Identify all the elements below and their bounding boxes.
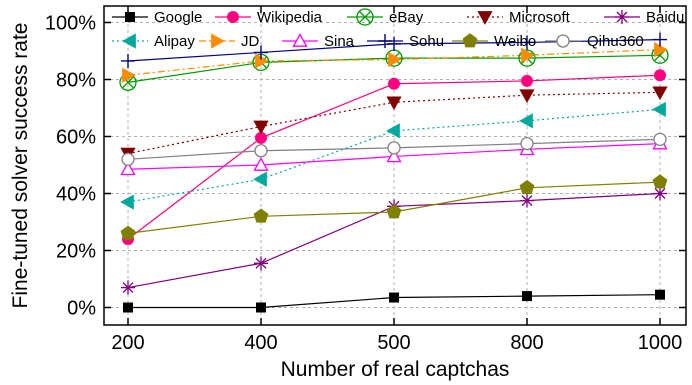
y-tick-label: 20% (56, 241, 96, 263)
legend-marker-baidu (615, 10, 629, 24)
data-point-sina (120, 161, 136, 176)
data-point-sina (253, 157, 269, 171)
data-point-alipay (519, 113, 533, 129)
y-tick-label: 80% (56, 70, 96, 92)
y-tick-label: 40% (56, 184, 96, 206)
y-tick-label: 0% (67, 298, 96, 320)
legend-item-baidu: Baidu (604, 9, 684, 26)
legend-marker-ebay (356, 8, 374, 26)
data-point-sina (386, 148, 402, 163)
legend-marker-google (125, 12, 135, 22)
legend-marker-qihu360 (556, 34, 570, 48)
data-point-sohu (387, 36, 401, 51)
legend-label-sina: Sina (324, 33, 355, 50)
data-point-sohu (653, 32, 667, 47)
legend-item-jd: JD (199, 33, 260, 50)
legend-label-weibo: Weibo (494, 33, 536, 50)
data-point-baidu (653, 186, 667, 201)
y-tick-label: 100% (45, 13, 96, 35)
data-point-alipay (120, 194, 134, 210)
legend: Google Wikipedia eBay Microsoft Baidu Alipay J… (112, 8, 684, 50)
legend-marker-weibo (462, 33, 478, 48)
legend-item-ebay: eBay (347, 8, 424, 26)
legend-label-wikipedia: Wikipedia (257, 9, 323, 26)
data-point-jd (122, 67, 136, 83)
data-point-qihu360 (520, 136, 534, 151)
legend-item-google: Google (112, 9, 202, 26)
grid-lines (104, 6, 686, 325)
data-point-baidu (254, 256, 268, 271)
data-point-baidu (520, 193, 534, 208)
y-axis-title: Fine-tuned solver success rate (9, 23, 32, 309)
x-tick-label: 400 (244, 332, 277, 354)
data-point-microsoft (386, 96, 402, 111)
legend-marker-wikipedia (227, 11, 239, 23)
legend-label-google: Google (154, 9, 202, 26)
data-point-sohu (254, 45, 268, 60)
legend-item-microsoft: Microsoft (467, 9, 571, 26)
legend-marker-microsoft (477, 11, 493, 25)
data-point-weibo (652, 174, 668, 189)
x-tick-label: 800 (510, 332, 543, 354)
legend-item-wikipedia: Wikipedia (215, 9, 323, 26)
data-point-wikipedia (388, 77, 400, 90)
legend-label-microsoft: Microsoft (509, 9, 571, 26)
data-point-wikipedia (255, 131, 267, 144)
data-point-sohu (520, 35, 534, 50)
x-tick-label: 200 (111, 332, 144, 354)
legend-label-qihu360: Qihu360 (587, 33, 644, 50)
axis-ticks: 0% 20% 40% 60% 80% 100% 200 400 500 800 1000 (45, 6, 686, 354)
data-point-qihu360 (387, 141, 401, 155)
legend-item-qihu360: Qihu360 (545, 33, 644, 50)
data-point-google (256, 302, 266, 313)
legend-item-alipay: Alipay (112, 33, 195, 50)
data-point-google (389, 292, 399, 303)
data-point-wikipedia (521, 74, 533, 87)
legend-marker-sohu (378, 34, 392, 48)
data-point-alipay (652, 101, 666, 118)
legend-marker-jd (211, 33, 225, 49)
data-point-weibo (120, 225, 136, 240)
data-point-google (655, 289, 665, 300)
data-point-qihu360 (121, 152, 135, 166)
legend-label-baidu: Baidu (646, 9, 684, 26)
data-point-microsoft (253, 120, 269, 135)
data-point-baidu (121, 280, 135, 295)
data-point-alipay (253, 171, 267, 187)
plot-frame (103, 5, 687, 326)
data-point-jd (388, 51, 402, 68)
data-point-google (522, 291, 532, 302)
data-point-google (123, 302, 133, 313)
legend-item-sina: Sina (282, 33, 355, 50)
data-point-qihu360 (653, 132, 667, 147)
data-point-alipay (386, 123, 400, 139)
series-markers (119, 32, 669, 313)
data-point-microsoft (519, 89, 535, 104)
data-point-weibo (386, 204, 402, 219)
legend-label-sohu: Sohu (409, 33, 444, 50)
data-point-jd (521, 47, 535, 63)
data-point-weibo (253, 208, 269, 223)
data-point-weibo (519, 179, 535, 195)
legend-label-jd: JD (241, 33, 260, 50)
x-axis-title: Number of real captchas (281, 358, 510, 381)
legend-item-sohu: Sohu (367, 33, 444, 50)
data-point-wikipedia (654, 69, 666, 82)
legend-label-alipay: Alipay (154, 33, 195, 50)
data-point-sohu (121, 53, 135, 68)
legend-label-ebay: eBay (389, 9, 424, 26)
legend-item-weibo: Weibo (452, 33, 536, 50)
y-tick-label: 60% (56, 127, 96, 149)
data-point-microsoft (652, 86, 668, 101)
data-point-qihu360 (254, 144, 268, 158)
legend-marker-sina (292, 33, 308, 47)
x-tick-label: 500 (377, 332, 410, 354)
legend-marker-alipay (122, 33, 136, 49)
x-tick-label: 1000 (638, 332, 683, 354)
